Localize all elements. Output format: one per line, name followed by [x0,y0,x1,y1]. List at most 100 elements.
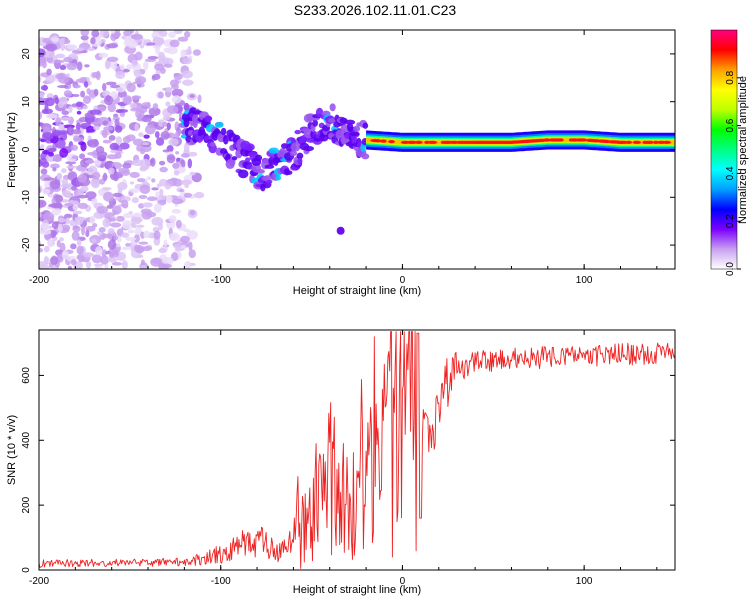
spectrogram-noise-cell [121,232,130,238]
spectrogram-noise-cell [49,179,61,190]
spectrogram-noise-cell [42,149,50,155]
spectrogram-noise-cell [136,224,145,228]
spectrogram-noise-cell [43,177,56,181]
spectrogram-band-core [410,140,417,144]
spectrogram-noise-cell [125,237,137,241]
spectrogram-noise-cell [176,157,181,162]
spectrogram-noise-cell [169,39,180,48]
spectrogram-noise-cell [114,118,120,127]
spectrogram-noise-cell [120,170,131,176]
y-tick-label: -10 [21,190,32,205]
spectrogram-noise-cell [81,225,86,236]
spectrogram-band-core [427,140,438,144]
spectrogram-noise-cell [178,188,185,193]
spectrogram-band-core [388,140,395,144]
spectrogram-noise-cell [125,242,131,247]
spectrogram-noise-cell [152,103,159,110]
spectrogram-noise-cell [44,180,52,190]
spectrogram-noise-cell [101,233,113,239]
spectrogram-noise-cell [30,210,38,218]
spectrogram-noise-cell [161,57,174,66]
spectrogram-noise-cell [131,197,139,204]
spectrogram-noise-cell [173,30,183,35]
spectrogram-ridge-cell [238,169,249,179]
spectrogram-ridge-cell [297,157,303,165]
spectrogram-noise-cell [172,162,180,169]
spectrogram-noise-cell [121,260,128,269]
x-tick-label: 0 [400,275,406,286]
spectrogram-noise-cell [179,235,190,244]
spectrogram-noise-cell [39,247,44,253]
spectrogram-noise-cell [42,188,51,195]
spectrogram-noise-cell [74,216,84,226]
spectrogram-noise-cell [168,138,179,147]
spectrogram-noise-cell [54,96,60,105]
x-tick-label: -100 [211,576,231,587]
spectrogram-noise-cell [44,103,49,113]
spectrogram-noise-cell [77,202,89,209]
spectrogram-noise-cell [162,149,170,153]
spectrogram-noise-cell [131,59,138,67]
y-tick-label: 0 [21,567,32,573]
spectrogram-noise-cell [39,229,52,235]
spectrogram-noise-cell [44,50,56,58]
x-tick-label: -100 [211,275,231,286]
spectrogram-noise-cell [108,134,116,141]
spectrogram-noise-cell [165,101,171,107]
spectrogram-noise-cell [188,151,198,157]
spectrogram-noise-cell [134,123,140,132]
spectrogram-band-core [647,140,654,144]
spectrogram-noise-cell [70,144,79,151]
spectrogram-band-core [543,138,551,142]
colorbar-tick-label: 0.4 [725,166,736,180]
spectrogram-noise-cell [72,225,81,233]
spectrogram-noise-cell [76,245,84,255]
spectrogram-noise-cell [87,139,100,148]
spectrogram-noise-cell [171,95,182,104]
spectrogram-noise-cell [181,70,193,79]
spectrogram-noise-cell [89,109,102,115]
spectrogram-noise-cell [116,242,121,248]
spectrogram-noise-cell [130,107,140,112]
spectrogram-noise-cell [166,46,178,55]
colorbar-scale [710,29,738,270]
spectrogram-noise-cell [40,85,49,91]
spectrogram-noise-cell [39,187,42,194]
spectrogram-noise-cell [139,265,148,269]
spectrogram-noise-cell [183,143,190,153]
spectrogram-noise-cell [59,148,69,158]
spectrogram-ridge-cell [268,147,279,154]
spectrogram-band-core [374,139,381,143]
spectrogram-noise-cell [66,165,78,169]
spectrogram-noise-cell [91,30,100,38]
snr-panel: -200 -100 0 100 0 200 400 600 Height of straig… [6,329,676,596]
spectrogram-noise-cell [64,202,74,207]
spectrogram-noise-cell [139,158,151,169]
spectrogram-noise-cell [111,261,123,266]
spectrogram-noise-cell [107,239,117,250]
x-tick-label: 100 [576,275,593,286]
spectrogram-noise-cell [194,191,205,199]
spectrogram-noise-cell [177,36,189,42]
spectrogram-noise-cell [157,91,164,99]
spectrogram-ridge-cell [183,102,190,112]
spectrogram-noise-cell [132,138,144,146]
spectrogram-noise-cell [146,42,156,46]
spectrogram-noise-cell [143,134,150,139]
spectrogram-noise-cell [115,30,120,36]
spectrogram-noise-cell [161,263,173,269]
y-tick-label: 0 [21,146,32,152]
spectrogram-noise-cell [189,209,196,216]
spectrogram-noise-cell [132,81,145,85]
spectrogram-noise-cell [153,203,162,213]
spectrogram-noise-cell [107,228,115,234]
spectrogram-noise-cell [158,160,166,166]
spectrogram-noise-cell [79,153,86,160]
spectrogram-noise-cell [50,163,60,169]
spectrogram-noise-cell [102,172,108,182]
y-tick-label: 400 [21,431,32,448]
spectrogram-noise-cell [138,241,149,245]
spectrogram-noise-cell [175,219,182,229]
spectrogram-noise-cell [143,60,149,71]
spectrogram-noise-cell [130,214,142,225]
